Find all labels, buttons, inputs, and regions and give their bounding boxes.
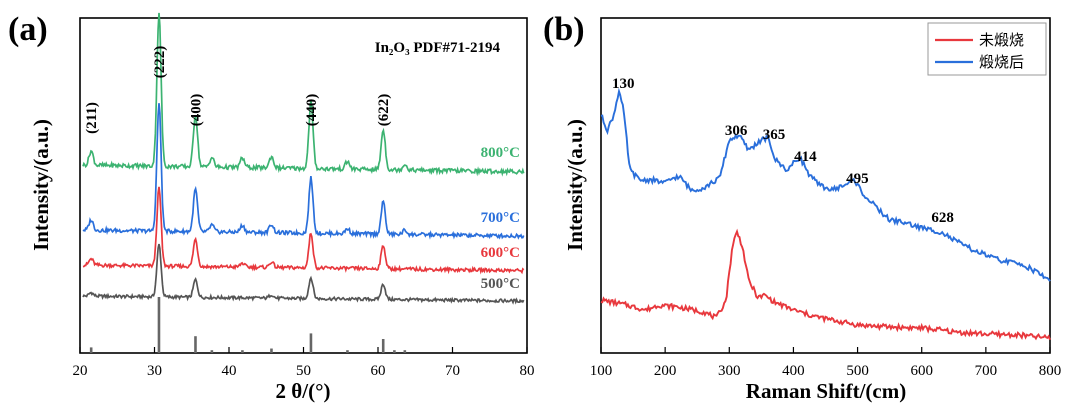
peak-label-b: 414 — [794, 149, 817, 165]
peak-label-b: 130 — [612, 76, 635, 92]
x-tick-label-a: 20 — [73, 363, 88, 379]
x-axis-title-b: Raman Shift/(cm) — [746, 379, 906, 403]
peak-label-a: (222) — [152, 46, 168, 79]
peak-label-b: 306 — [725, 123, 748, 139]
x-tick-label-b: 700 — [975, 363, 998, 379]
panel-label-a: (a) — [8, 11, 48, 48]
x-axis-title-a: 2 θ/(°) — [276, 379, 331, 403]
x-tick-label-a: 80 — [520, 363, 535, 379]
y-axis-title-a: Intensity/(a.u.) — [29, 119, 53, 251]
peak-label-b: 628 — [931, 210, 954, 226]
x-tick-label-b: 100 — [590, 363, 613, 379]
x-tick-label-b: 300 — [718, 363, 741, 379]
peak-label-a: (400) — [188, 94, 204, 127]
series-label-a: 800°C — [481, 145, 520, 161]
series-line-1 — [82, 186, 525, 275]
peak-label-b: 365 — [763, 127, 786, 143]
plot-frame-a — [79, 17, 528, 354]
x-tick-label-b: 200 — [654, 363, 677, 379]
peak-label-a: (440) — [304, 94, 320, 127]
x-tick-label-a: 40 — [222, 363, 237, 379]
peak-label-a: (622) — [376, 94, 392, 127]
series-label-a: 500°C — [481, 276, 520, 292]
x-tick-label-a: 70 — [445, 363, 460, 379]
x-tick-label-a: 30 — [147, 363, 162, 379]
legend-label: 煅烧后 — [979, 53, 1024, 71]
x-tick-label-b: 600 — [910, 363, 933, 379]
legend-box — [927, 22, 1047, 76]
series-line-2 — [82, 103, 525, 240]
plot-frame-b — [600, 17, 1051, 354]
peak-label-b: 495 — [846, 171, 869, 187]
series-label-a: 700°C — [481, 210, 520, 226]
panel-a: (a) In₂O₃ PDF#71-2194 Intensity/(a.u.) 2… — [8, 11, 535, 403]
panel-b: (b) Intensity/(a.u.) Raman Shift/(cm) 10… — [543, 11, 1061, 403]
x-tick-label-b: 500 — [846, 363, 869, 379]
series-line-3 — [82, 12, 525, 177]
raman-line-0 — [600, 228, 1051, 341]
panel-label-b: (b) — [543, 11, 585, 48]
series-line-0 — [82, 243, 525, 305]
raman-line-1 — [600, 87, 1051, 282]
y-axis-title-b: Intensity/(a.u.) — [563, 119, 587, 251]
x-tick-label-b: 400 — [782, 363, 805, 379]
reference-label: In₂O₃ PDF#71-2194 — [375, 40, 501, 56]
x-tick-label-a: 60 — [371, 363, 386, 379]
x-tick-label-b: 800 — [1039, 363, 1062, 379]
peak-label-a: (211) — [84, 102, 100, 134]
x-tick-label-a: 50 — [296, 363, 311, 379]
legend-label: 未煅烧 — [979, 31, 1024, 49]
series-label-a: 600°C — [481, 245, 520, 261]
